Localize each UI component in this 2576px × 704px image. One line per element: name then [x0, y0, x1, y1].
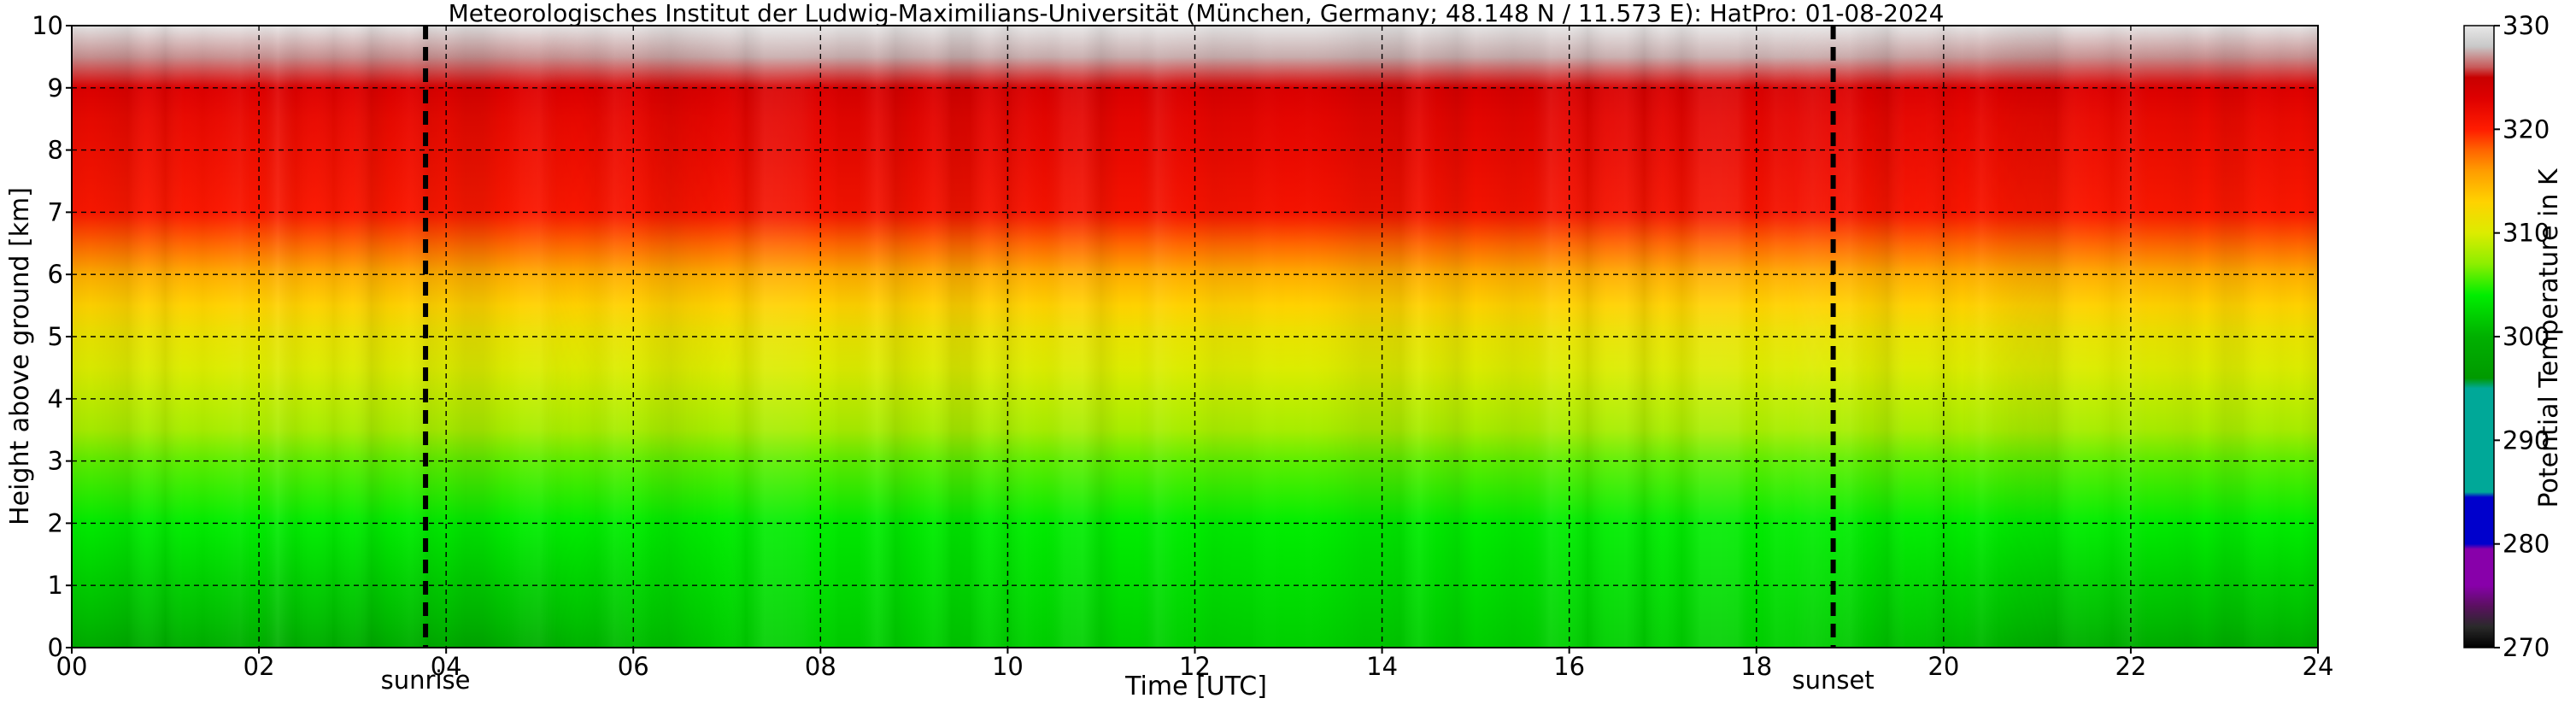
x-tick-label: 20 [1928, 652, 1959, 681]
grid [72, 26, 2318, 648]
x-tick-label: 14 [1366, 652, 1398, 681]
x-tick-label: 10 [992, 652, 1024, 681]
y-tick-label: 5 [48, 322, 63, 351]
x-axis: 00 02 04 06 08 10 12 14 16 18 20 22 24 [56, 648, 2334, 681]
y-tick-label: 3 [48, 447, 63, 476]
colorbar-gradient [2464, 26, 2494, 648]
colorbar-tick-label: 290 [2503, 425, 2550, 455]
x-tick-label: 00 [56, 652, 88, 681]
colorbar-title: Potential Temperature in K [2534, 167, 2564, 507]
colorbar-tick-label: 320 [2503, 114, 2550, 144]
chart-title: Meteorologisches Institut der Ludwig-Max… [449, 0, 1945, 27]
y-tick-label: 7 [48, 197, 63, 226]
colorbar-tick-label: 280 [2503, 530, 2550, 559]
y-tick-label: 2 [48, 508, 63, 537]
y-tick-label: 0 [48, 633, 63, 662]
sunset-label: sunset [1792, 666, 1874, 695]
x-tick-label: 24 [2303, 652, 2334, 681]
x-tick-label: 02 [244, 652, 275, 681]
y-tick-label: 8 [48, 136, 63, 165]
x-tick-label: 06 [618, 652, 649, 681]
x-tick-label: 16 [1553, 652, 1585, 681]
y-tick-label: 10 [32, 11, 63, 40]
colorbar-tick-label: 330 [2503, 11, 2550, 40]
y-axis: 0 1 2 3 4 5 6 7 8 9 10 [32, 11, 72, 662]
colorbar: 270 280 290 300 310 320 330 Potential Temperat… [2463, 11, 2564, 662]
x-tick-label: 08 [805, 652, 836, 681]
x-axis-title: Time [UTC] [1124, 672, 1267, 701]
colorbar-tick-label: 270 [2503, 633, 2550, 662]
y-tick-label: 6 [48, 260, 63, 289]
colorbar-tick-label: 300 [2503, 322, 2550, 351]
sun-markers: sunrise sunset [381, 26, 1875, 695]
x-tick-label: 18 [1740, 652, 1772, 681]
y-tick-label: 9 [48, 73, 63, 103]
y-axis-title: Height above ground [km] [5, 187, 35, 525]
colorbar-tick-label: 310 [2503, 219, 2550, 248]
colorbar-ticks: 270 280 290 300 310 320 330 [2494, 11, 2550, 662]
x-tick-label: 12 [1179, 652, 1211, 681]
sunrise-label: sunrise [381, 666, 471, 695]
y-tick-label: 1 [48, 571, 63, 600]
y-tick-label: 4 [48, 384, 63, 414]
x-tick-label: 04 [431, 652, 462, 681]
x-tick-label: 22 [2115, 652, 2146, 681]
